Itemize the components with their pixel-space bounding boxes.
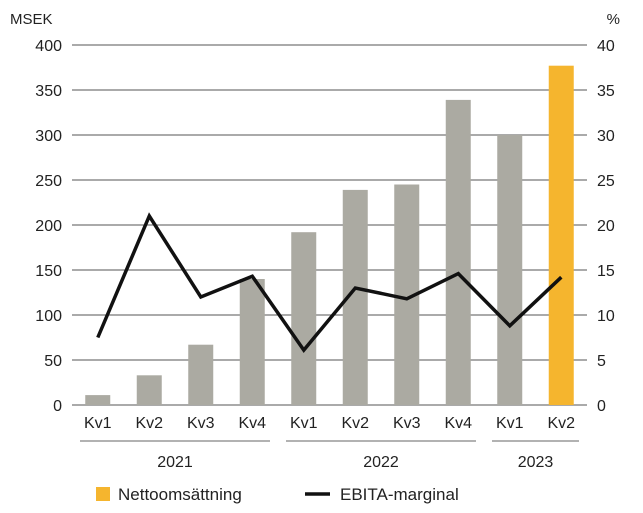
right-tick-label: 30 — [597, 128, 615, 145]
left-tick-label: 100 — [35, 308, 62, 325]
left-axis-unit: MSEK — [10, 11, 53, 28]
bar-revenue — [445, 99, 471, 406]
x-tick-label: Kv1 — [496, 415, 524, 432]
right-tick-label: 5 — [597, 353, 606, 370]
x-tick-label: Kv3 — [187, 415, 215, 432]
x-tick-label: Kv1 — [84, 415, 112, 432]
x-tick-label: Kv2 — [341, 415, 369, 432]
left-tick-label: 350 — [35, 83, 62, 100]
right-tick-label: 35 — [597, 83, 615, 100]
x-tick-label: Kv4 — [238, 415, 266, 432]
bar-revenue — [239, 279, 265, 405]
margin-line — [96, 212, 563, 353]
bar-revenue — [85, 395, 111, 405]
x-tick-label: Kv2 — [135, 415, 163, 432]
x-tick-label: Kv4 — [444, 415, 472, 432]
x-tick-label: Kv2 — [547, 415, 575, 432]
x-tick-label: Kv3 — [393, 415, 421, 432]
left-tick-label: 400 — [35, 38, 62, 55]
legend-label-revenue: Nettoomsättning — [118, 485, 242, 504]
year-label: 2023 — [518, 454, 554, 471]
gridlines — [72, 44, 587, 406]
line-ebita-margin — [96, 212, 563, 353]
legend-label-margin: EBITA-marginal — [340, 485, 459, 504]
bar-revenue — [548, 65, 574, 405]
left-tick-label: 150 — [35, 263, 62, 280]
left-tick-label: 50 — [44, 353, 62, 370]
x-tick-label: Kv1 — [290, 415, 318, 432]
left-tick-label: 250 — [35, 173, 62, 190]
bar-revenue — [497, 135, 523, 405]
legend: Nettoomsättning EBITA-marginal — [96, 485, 459, 504]
right-tick-label: 25 — [597, 173, 615, 190]
left-tick-label: 0 — [53, 398, 62, 415]
bar-revenue — [136, 375, 162, 405]
axes: MSEK % 0 50 100 150 200 250 300 350 400 0 5 10 15 20 2… — [10, 11, 620, 415]
right-tick-label: 0 — [597, 398, 606, 415]
right-axis-unit: % — [607, 11, 620, 28]
left-tick-label: 300 — [35, 128, 62, 145]
right-tick-label: 10 — [597, 308, 615, 325]
right-tick-label: 20 — [597, 218, 615, 235]
bar-revenue — [291, 232, 317, 405]
right-tick-label: 40 — [597, 38, 615, 55]
x-axis: Kv1 Kv2 Kv3 Kv4 Kv1 Kv2 Kv3 Kv4 Kv1 Kv2 2021 2022 20… — [80, 415, 579, 471]
year-label: 2021 — [157, 454, 193, 471]
bar-revenue — [188, 344, 214, 405]
right-tick-label: 15 — [597, 263, 615, 280]
left-tick-label: 200 — [35, 218, 62, 235]
bars — [85, 65, 574, 406]
year-label: 2022 — [363, 454, 399, 471]
legend-swatch-revenue — [96, 487, 110, 501]
